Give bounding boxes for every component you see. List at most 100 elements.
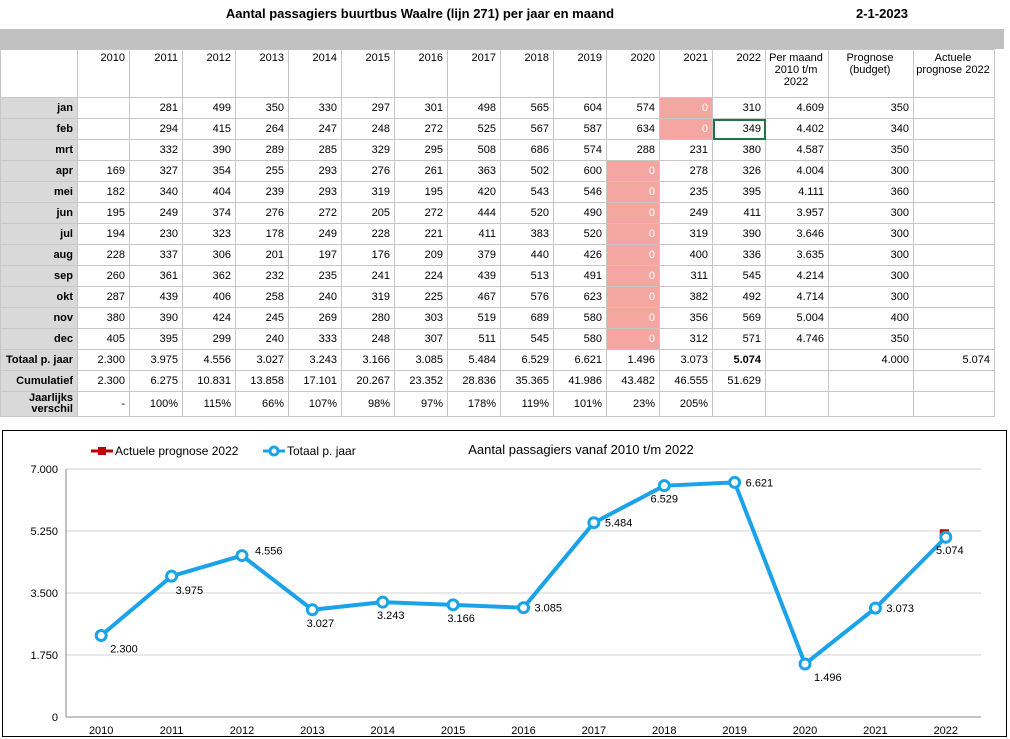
table-cell[interactable] <box>77 97 130 119</box>
table-cell[interactable]: 276 <box>341 160 395 182</box>
table-cell[interactable]: 571 <box>712 328 766 350</box>
table-cell[interactable]: 312 <box>659 328 713 350</box>
table-cell[interactable]: 492 <box>712 286 766 308</box>
table-cell[interactable] <box>828 370 914 392</box>
table-cell[interactable]: 23% <box>606 391 660 417</box>
table-cell[interactable] <box>913 139 995 161</box>
table-cell[interactable]: 225 <box>394 286 448 308</box>
table-cell[interactable]: 444 <box>447 202 501 224</box>
table-cell[interactable]: 520 <box>553 223 607 245</box>
table-cell[interactable]: 439 <box>129 286 183 308</box>
table-cell[interactable]: 3.027 <box>235 349 289 371</box>
table-cell[interactable] <box>913 181 995 203</box>
table-cell[interactable]: 569 <box>712 307 766 329</box>
table-cell[interactable]: 400 <box>828 307 914 329</box>
table-cell[interactable]: 4.587 <box>765 139 829 161</box>
row-label[interactable]: jun <box>0 202 78 224</box>
table-cell[interactable]: 0 <box>606 328 660 350</box>
row-label[interactable]: feb <box>0 118 78 140</box>
table-cell[interactable]: 300 <box>828 244 914 266</box>
table-cell[interactable]: 5.074 <box>913 349 995 371</box>
column-header[interactable]: 2010 <box>77 49 130 98</box>
table-cell[interactable]: 297 <box>341 97 395 119</box>
table-cell[interactable]: 66% <box>235 391 289 417</box>
table-cell[interactable]: 340 <box>828 118 914 140</box>
table-cell[interactable]: 280 <box>341 307 395 329</box>
row-label[interactable]: sep <box>0 265 78 287</box>
table-cell[interactable]: 350 <box>828 97 914 119</box>
row-label[interactable]: nov <box>0 307 78 329</box>
table-cell[interactable]: 235 <box>659 181 713 203</box>
table-cell[interactable]: 176 <box>341 244 395 266</box>
table-cell[interactable]: 415 <box>182 118 236 140</box>
table-cell[interactable]: 498 <box>447 97 501 119</box>
table-cell[interactable]: 239 <box>235 181 289 203</box>
table-cell[interactable]: 230 <box>129 223 183 245</box>
table-cell[interactable]: 0 <box>606 307 660 329</box>
table-cell[interactable]: 332 <box>129 139 183 161</box>
table-cell[interactable]: 406 <box>182 286 236 308</box>
table-cell[interactable]: 288 <box>606 139 660 161</box>
table-cell[interactable]: 4.214 <box>765 265 829 287</box>
table-cell[interactable]: 383 <box>500 223 554 245</box>
table-cell[interactable]: 379 <box>447 244 501 266</box>
table-cell[interactable]: 51.629 <box>712 370 766 392</box>
table-cell[interactable]: 3.635 <box>765 244 829 266</box>
table-cell[interactable]: 272 <box>288 202 342 224</box>
table-cell[interactable]: 0 <box>659 97 713 119</box>
column-header[interactable]: 2012 <box>182 49 236 98</box>
table-cell[interactable]: 411 <box>712 202 766 224</box>
column-header[interactable]: 2020 <box>606 49 660 98</box>
row-label[interactable]: jul <box>0 223 78 245</box>
row-label[interactable]: dec <box>0 328 78 350</box>
row-label[interactable]: mei <box>0 181 78 203</box>
chart-area[interactable]: 0 1.750 3.500 5.250 7.000 2010 2011 2012 2013 201… <box>2 430 1007 737</box>
table-cell[interactable]: 195 <box>77 202 130 224</box>
column-header[interactable]: 2018 <box>500 49 554 98</box>
table-cell[interactable]: 228 <box>341 223 395 245</box>
table-cell[interactable]: 232 <box>235 265 289 287</box>
table-cell[interactable]: 350 <box>828 328 914 350</box>
table-cell[interactable]: 499 <box>182 97 236 119</box>
column-header[interactable]: Per maand 2010 t/m 2022 <box>765 49 829 98</box>
table-cell[interactable] <box>77 118 130 140</box>
table-cell[interactable]: 300 <box>828 265 914 287</box>
column-header[interactable]: 2011 <box>129 49 183 98</box>
table-cell[interactable]: 43.482 <box>606 370 660 392</box>
table-cell[interactable]: 35.365 <box>500 370 554 392</box>
table-cell[interactable]: 272 <box>394 202 448 224</box>
table-cell[interactable]: 293 <box>288 181 342 203</box>
column-header[interactable]: 2013 <box>235 49 289 98</box>
table-cell[interactable]: 3.957 <box>765 202 829 224</box>
table-cell[interactable] <box>913 202 995 224</box>
table-cell[interactable]: 623 <box>553 286 607 308</box>
table-cell[interactable]: 4.402 <box>765 118 829 140</box>
table-cell[interactable]: 354 <box>182 160 236 182</box>
table-cell[interactable]: 0 <box>606 223 660 245</box>
column-header[interactable]: 2015 <box>341 49 395 98</box>
table-cell[interactable] <box>765 349 829 371</box>
table-cell[interactable]: 411 <box>447 223 501 245</box>
table-cell[interactable]: 6.275 <box>129 370 183 392</box>
table-cell[interactable]: 307 <box>394 328 448 350</box>
table-cell[interactable]: 249 <box>659 202 713 224</box>
table-cell[interactable]: 511 <box>447 328 501 350</box>
table-cell[interactable]: 326 <box>712 160 766 182</box>
table-cell[interactable] <box>913 97 995 119</box>
table-cell[interactable]: 400 <box>659 244 713 266</box>
table-cell[interactable]: 201 <box>235 244 289 266</box>
table-cell[interactable] <box>765 391 829 417</box>
table-cell[interactable]: 336 <box>712 244 766 266</box>
table-cell[interactable]: 330 <box>288 97 342 119</box>
table-cell[interactable]: 576 <box>500 286 554 308</box>
table-cell[interactable]: 182 <box>77 181 130 203</box>
row-label[interactable]: Jaarlijks verschil <box>0 391 78 417</box>
column-header[interactable]: 2016 <box>394 49 448 98</box>
table-cell[interactable] <box>77 139 130 161</box>
table-cell[interactable]: 119% <box>500 391 554 417</box>
table-cell[interactable]: 604 <box>553 97 607 119</box>
table-cell[interactable]: 205 <box>341 202 395 224</box>
table-cell[interactable]: 4.609 <box>765 97 829 119</box>
row-label[interactable]: Totaal p. jaar <box>0 349 78 371</box>
table-cell[interactable]: 235 <box>288 265 342 287</box>
